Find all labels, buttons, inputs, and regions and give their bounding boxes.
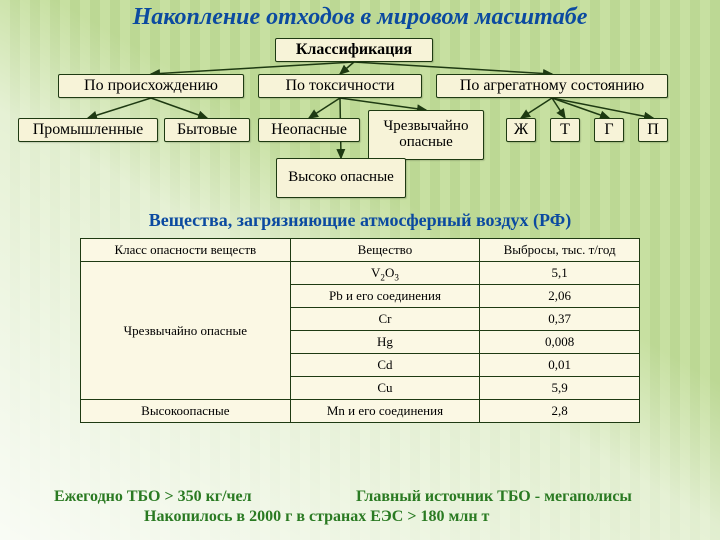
footnote-2: Накопилось в 2000 г в странах ЕЭС > 180 … (144, 508, 489, 526)
emission-cell: 0,37 (480, 308, 640, 331)
col-header-2: Выбросы, тыс. т/год (480, 239, 640, 262)
node-root: Классификация (275, 38, 433, 62)
node-c33: Г (594, 118, 624, 142)
node-b2: По токсичности (258, 74, 422, 98)
emission-cell: 0,01 (480, 354, 640, 377)
node-c12: Бытовые (164, 118, 250, 142)
substance-cell: Cd (290, 354, 480, 377)
node-c32: Т (550, 118, 580, 142)
emission-cell: 5,1 (480, 262, 640, 285)
table-heading: Вещества, загрязняющие атмосферный возду… (0, 210, 720, 231)
node-c34: П (638, 118, 668, 142)
node-c21: Неопасные (258, 118, 360, 142)
emission-cell: 2,06 (480, 285, 640, 308)
node-c11: Промышленные (18, 118, 158, 142)
table-row: ВысокоопасныеMn и его соединения2,8 (81, 400, 640, 423)
substance-cell: Cr (290, 308, 480, 331)
emission-cell: 5,9 (480, 377, 640, 400)
node-c23: Высоко опасные (276, 158, 406, 198)
class-cell: Высокоопасные (81, 400, 291, 423)
emission-cell: 2,8 (480, 400, 640, 423)
node-c31: Ж (506, 118, 536, 142)
class-cell: Чрезвычайно опасные (81, 262, 291, 400)
col-header-1: Вещество (290, 239, 480, 262)
substance-cell: Cu (290, 377, 480, 400)
substance-cell: V2O3 (290, 262, 480, 285)
emission-cell: 0,008 (480, 331, 640, 354)
page-title: Накопление отходов в мировом масштабе (0, 4, 720, 31)
substance-cell: Mn и его соединения (290, 400, 480, 423)
footnote-1: Главный источник ТБО - мегаполисы (356, 488, 632, 506)
substance-cell: Hg (290, 331, 480, 354)
pollutants-table: Класс опасности веществВеществоВыбросы, … (80, 238, 640, 423)
table-row: Чрезвычайно опасныеV2O35,1 (81, 262, 640, 285)
substance-cell: Pb и его соединения (290, 285, 480, 308)
col-header-0: Класс опасности веществ (81, 239, 291, 262)
footnote-0: Ежегодно ТБО > 350 кг/чел (54, 488, 252, 506)
node-c22: Чрезвычайно опасные (368, 110, 484, 160)
node-b3: По агрегатному состоянию (436, 74, 668, 98)
node-b1: По происхождению (58, 74, 244, 98)
